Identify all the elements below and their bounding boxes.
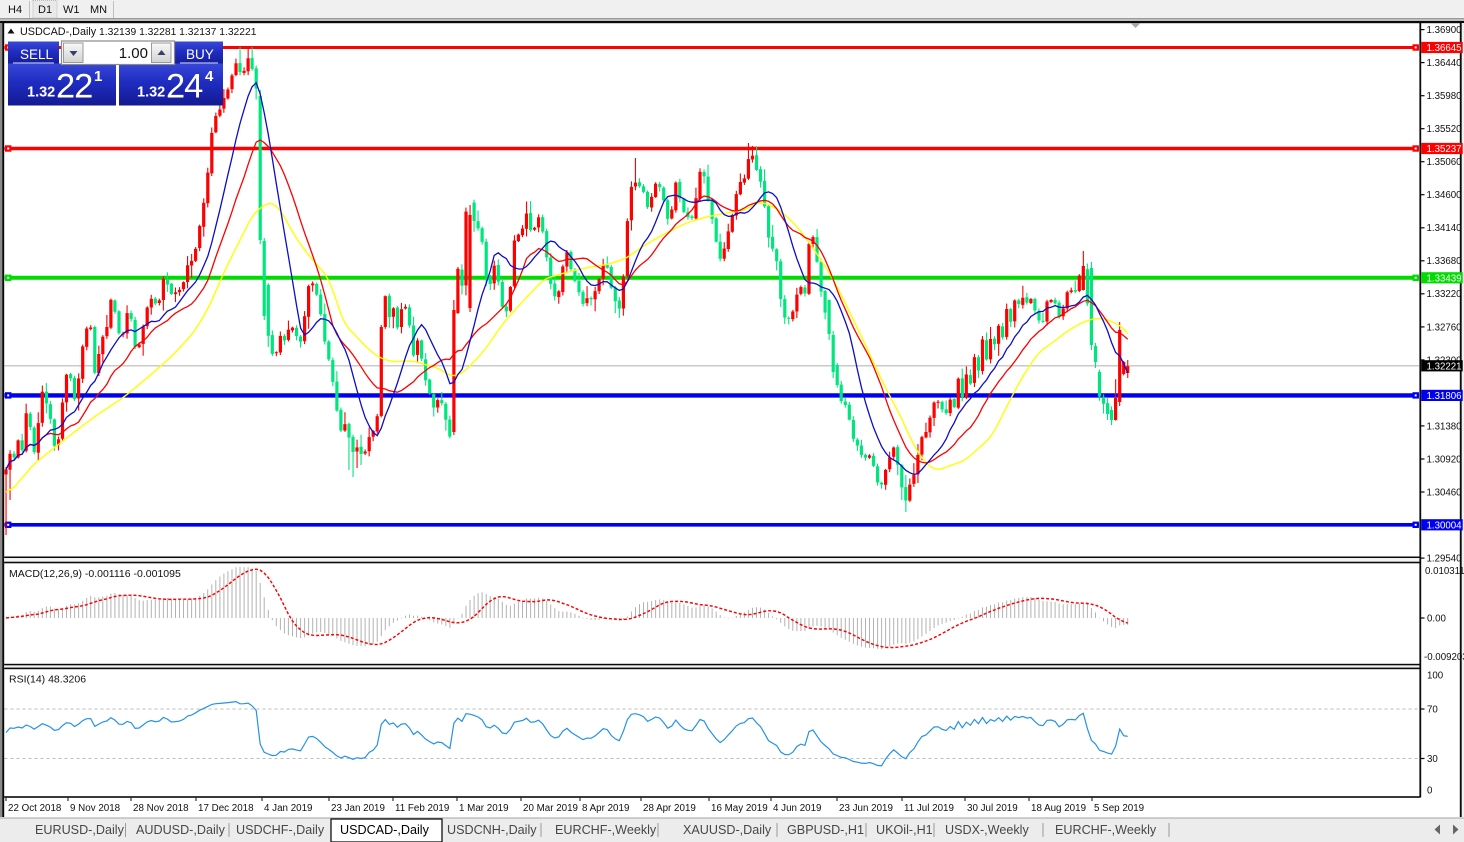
svg-text:28 Apr 2019: 28 Apr 2019: [643, 803, 696, 814]
svg-text:1.36645: 1.36645: [1427, 43, 1462, 54]
svg-text:1.29540: 1.29540: [1427, 554, 1463, 565]
svg-text:1.32760: 1.32760: [1427, 322, 1463, 333]
svg-text:EURUSD-,Daily: EURUSD-,Daily: [35, 823, 125, 837]
svg-text:USDCNH-,Daily: USDCNH-,Daily: [447, 823, 537, 837]
svg-text:23 Jan 2019: 23 Jan 2019: [331, 803, 385, 814]
svg-text:1.35980: 1.35980: [1427, 91, 1463, 102]
svg-text:1 Mar 2019: 1 Mar 2019: [459, 803, 509, 814]
svg-text:1.35060: 1.35060: [1427, 157, 1463, 168]
svg-text:1.33220: 1.33220: [1427, 289, 1463, 300]
svg-text:20 Mar 2019: 20 Mar 2019: [523, 803, 578, 814]
svg-text:4 Jan 2019: 4 Jan 2019: [264, 803, 312, 814]
svg-text:USDCAD-,Daily: USDCAD-,Daily: [20, 26, 97, 38]
svg-text:GBPUSD-,H1: GBPUSD-,H1: [787, 823, 864, 837]
svg-text:1.36440: 1.36440: [1427, 58, 1463, 69]
svg-text:W1: W1: [63, 4, 80, 16]
svg-text:1.31380: 1.31380: [1427, 421, 1463, 432]
svg-text:9 Nov 2018: 9 Nov 2018: [70, 803, 121, 814]
svg-text:MN: MN: [90, 4, 107, 16]
svg-text:1.30460: 1.30460: [1427, 487, 1463, 498]
svg-text:EURCHF-,Weekly: EURCHF-,Weekly: [555, 823, 657, 837]
svg-text:1.30920: 1.30920: [1427, 454, 1463, 465]
svg-text:1.33680: 1.33680: [1427, 256, 1463, 267]
svg-text:1.35237: 1.35237: [1427, 144, 1462, 155]
svg-text:0.00: 0.00: [1427, 613, 1446, 624]
svg-text:BUY: BUY: [186, 47, 214, 62]
svg-text:100: 100: [1427, 670, 1444, 681]
svg-text:30 Jul 2019: 30 Jul 2019: [967, 803, 1018, 814]
svg-text:24: 24: [166, 68, 203, 106]
svg-text:1: 1: [94, 68, 102, 85]
svg-text:UKOil-,H1: UKOil-,H1: [876, 823, 933, 837]
svg-text:AUDUSD-,Daily: AUDUSD-,Daily: [136, 823, 226, 837]
svg-text:1.32221: 1.32221: [1427, 361, 1462, 372]
svg-text:23 Jun 2019: 23 Jun 2019: [839, 803, 893, 814]
svg-text:1.34140: 1.34140: [1427, 223, 1463, 234]
svg-text:1.32: 1.32: [27, 85, 55, 101]
svg-text:1.32139 1.32281 1.32137 1.3222: 1.32139 1.32281 1.32137 1.32221: [99, 27, 257, 38]
svg-text:11 Jul 2019: 11 Jul 2019: [904, 803, 954, 814]
svg-text:SELL: SELL: [20, 47, 54, 62]
svg-text:18 Aug 2019: 18 Aug 2019: [1031, 803, 1086, 814]
svg-text:1.33439: 1.33439: [1427, 273, 1462, 284]
svg-text:1.00: 1.00: [119, 45, 148, 62]
svg-text:MACD(12,26,9) -0.001116 -0.001: MACD(12,26,9) -0.001116 -0.001095: [9, 568, 181, 580]
svg-text:8 Apr 2019: 8 Apr 2019: [582, 803, 629, 814]
svg-text:17 Dec 2018: 17 Dec 2018: [198, 803, 254, 814]
svg-text:4: 4: [205, 68, 214, 85]
svg-text:22: 22: [56, 68, 92, 106]
svg-text:11 Feb 2019: 11 Feb 2019: [395, 803, 449, 814]
svg-text:H4: H4: [8, 4, 22, 16]
svg-text:1.36900: 1.36900: [1427, 25, 1463, 36]
svg-text:RSI(14) 48.3206: RSI(14) 48.3206: [9, 674, 86, 686]
svg-text:16 May 2019: 16 May 2019: [711, 803, 768, 814]
svg-text:USDX-,Weekly: USDX-,Weekly: [945, 823, 1029, 837]
svg-text:1.30004: 1.30004: [1427, 520, 1463, 531]
svg-text:0: 0: [1427, 785, 1433, 796]
svg-text:1.34600: 1.34600: [1427, 190, 1463, 201]
svg-text:USDCAD-,Daily: USDCAD-,Daily: [340, 823, 430, 837]
svg-text:22 Oct 2018: 22 Oct 2018: [8, 803, 62, 814]
svg-text:1.35520: 1.35520: [1427, 124, 1463, 135]
svg-text:28 Nov 2018: 28 Nov 2018: [133, 803, 189, 814]
svg-text:-0.009203: -0.009203: [1424, 652, 1464, 663]
svg-text:70: 70: [1427, 704, 1438, 715]
svg-text:USDCHF-,Daily: USDCHF-,Daily: [236, 823, 325, 837]
svg-text:XAUUSD-,Daily: XAUUSD-,Daily: [683, 823, 772, 837]
svg-text:4 Jun 2019: 4 Jun 2019: [773, 803, 821, 814]
svg-text:1.32: 1.32: [137, 85, 165, 101]
svg-text:5 Sep 2019: 5 Sep 2019: [1094, 803, 1144, 814]
svg-text:30: 30: [1427, 754, 1438, 765]
svg-text:EURCHF-,Weekly: EURCHF-,Weekly: [1055, 823, 1157, 837]
svg-text:0.010311: 0.010311: [1425, 566, 1464, 577]
svg-text:1.31806: 1.31806: [1427, 391, 1462, 402]
svg-text:D1: D1: [38, 4, 52, 16]
